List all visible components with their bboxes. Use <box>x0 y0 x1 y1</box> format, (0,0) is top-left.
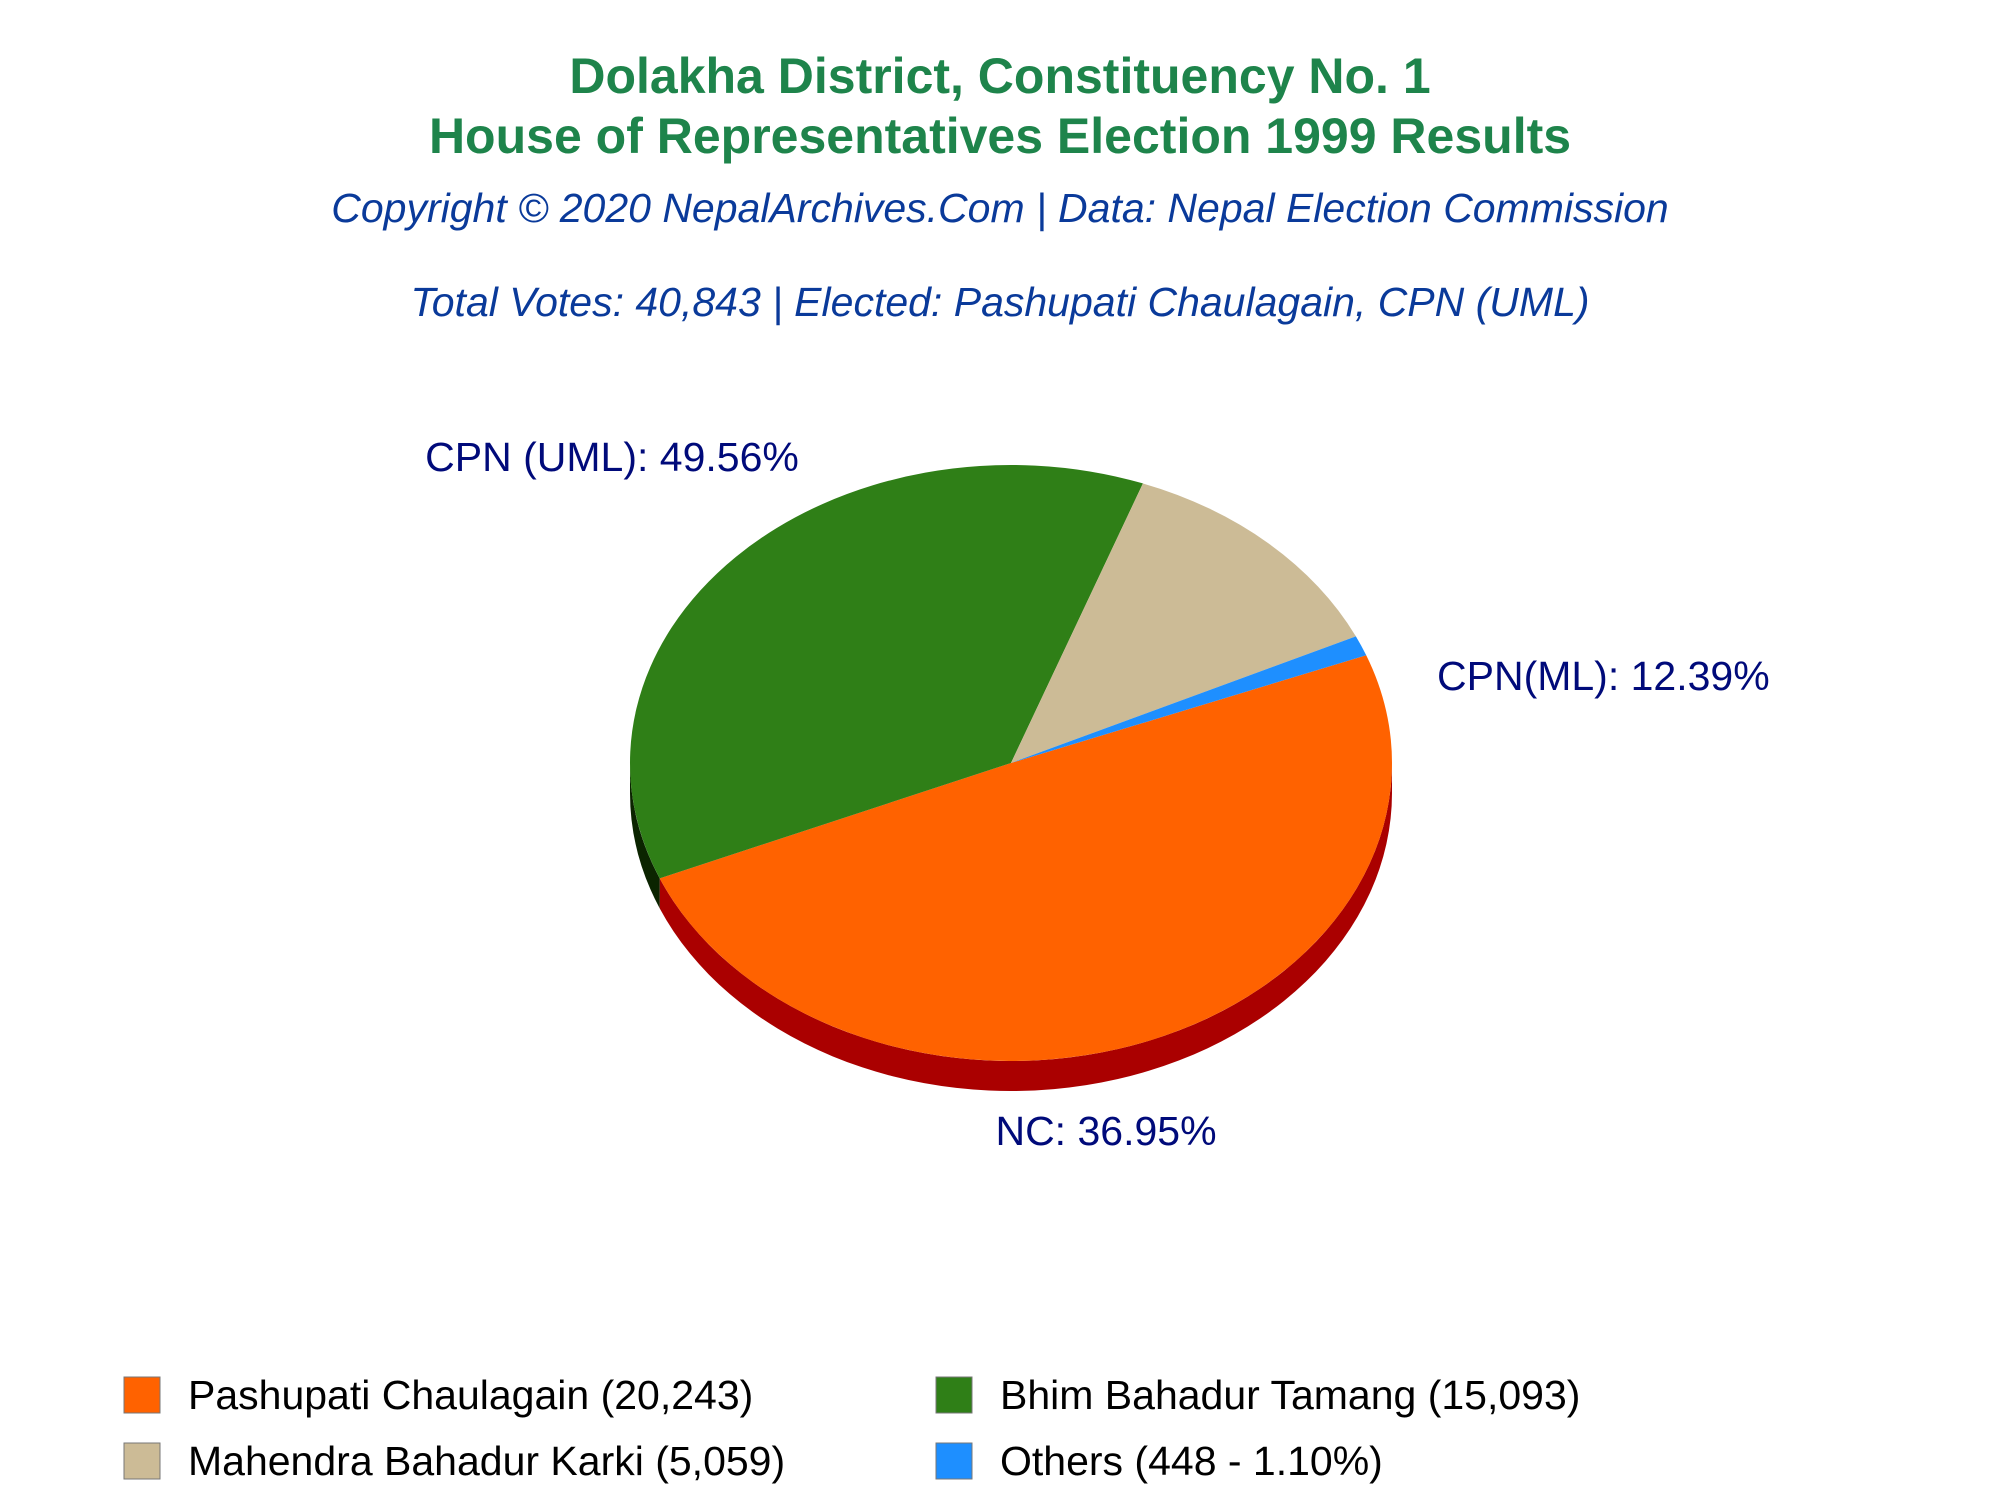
chart-title-line-2: House of Representatives Election 1999 R… <box>429 108 1571 164</box>
legend-label-pashupati: Pashupati Chaulagain (20,243) <box>188 1372 753 1418</box>
pie-slice-0 <box>659 655 1392 1061</box>
slice-label-cpn-uml: CPN (UML): 49.56% <box>425 434 799 480</box>
legend-label-bhim: Bhim Bahadur Tamang (15,093) <box>1000 1372 1580 1418</box>
pie-slice-2 <box>1011 483 1356 763</box>
legend-swatch-pashupati <box>123 1376 161 1414</box>
chart-title-line-1: Dolakha District, Constituency No. 1 <box>569 48 1430 104</box>
pie-slice-3 <box>1011 636 1367 763</box>
chart-summary: Total Votes: 40,843 | Elected: Pashupati… <box>410 279 1589 325</box>
slice-label-nc: NC: 36.95% <box>995 1108 1216 1154</box>
pie-depth <box>630 763 1392 1091</box>
legend-swatch-others <box>935 1442 973 1480</box>
chart-subtitle: Copyright © 2020 NepalArchives.Com | Dat… <box>331 185 1669 231</box>
legend-swatch-mahendra <box>123 1442 161 1480</box>
legend-label-others: Others (448 - 1.10%) <box>1000 1438 1383 1484</box>
pie-slice-1 <box>629 464 1143 879</box>
legend-swatch-bhim <box>935 1376 973 1414</box>
legend-label-mahendra: Mahendra Bahadur Karki (5,059) <box>188 1438 785 1484</box>
slice-label-cpn-ml: CPN(ML): 12.39% <box>1437 653 1770 699</box>
legend: Pashupati Chaulagain (20,243) Bhim Bahad… <box>123 1372 1580 1484</box>
pie-slices <box>629 464 1392 1061</box>
pie-side-1 <box>630 763 660 909</box>
